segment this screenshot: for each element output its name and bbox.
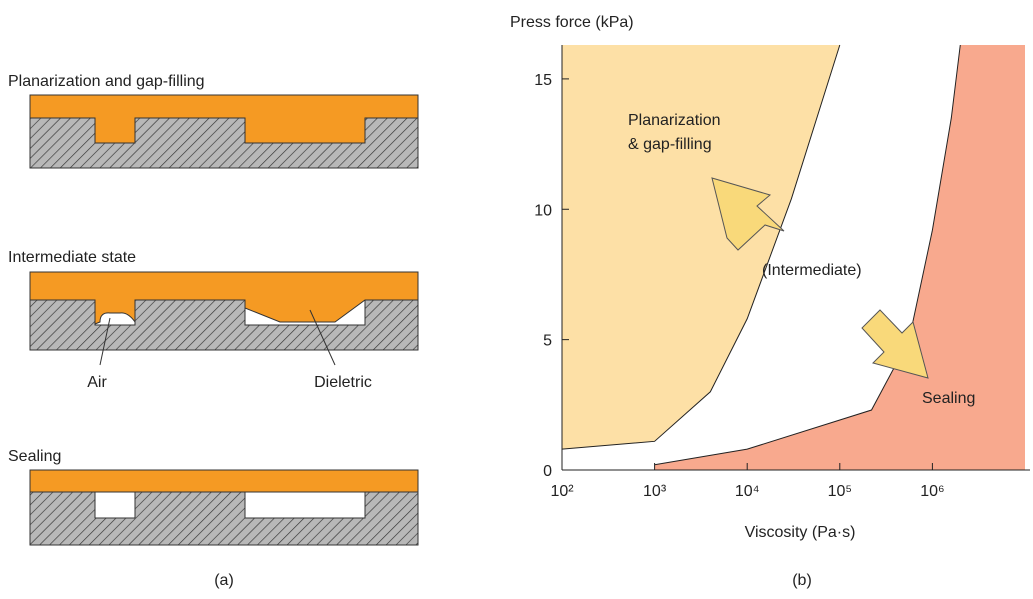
state-title: Intermediate state bbox=[8, 249, 136, 266]
y-tick-label: 0 bbox=[543, 463, 552, 480]
caption: (b) bbox=[792, 572, 812, 589]
x-tick-label: 10⁴ bbox=[735, 483, 760, 500]
caption: (a) bbox=[214, 572, 234, 589]
region-label: Sealing bbox=[922, 390, 975, 407]
state-title: Planarization and gap-filling bbox=[8, 73, 205, 90]
state-title: Sealing bbox=[8, 448, 61, 465]
label-dielectric: Dieletric bbox=[314, 374, 372, 391]
plot: 0 5 10 15 10² 10³ 10⁴ 10⁵ 10⁶ Planarization & gap-… bbox=[534, 45, 1030, 500]
region-label: Planarization bbox=[628, 112, 721, 129]
region-label: & gap-filling bbox=[628, 136, 712, 153]
region-fill bbox=[562, 45, 840, 449]
label-air: Air bbox=[87, 374, 107, 391]
diagram-planarization bbox=[30, 95, 418, 168]
y-axis-label: Press force (kPa) bbox=[510, 14, 634, 31]
x-tick-label: 10² bbox=[550, 483, 574, 500]
diagram-intermediate bbox=[30, 272, 418, 365]
annotation: (Intermediate) bbox=[762, 262, 862, 279]
figure: Planarization and gap-filling Intermedia… bbox=[0, 0, 1033, 594]
y-tick-label: 15 bbox=[534, 72, 552, 89]
x-tick-label: 10⁶ bbox=[920, 483, 944, 500]
x-axis-label: Viscosity (Pa·s) bbox=[745, 524, 856, 541]
diagram-sealing bbox=[30, 470, 418, 545]
x-tick-label: 10³ bbox=[643, 483, 667, 500]
x-tick-label: 10⁵ bbox=[828, 483, 852, 500]
y-tick-label: 10 bbox=[534, 202, 552, 219]
y-tick-label: 5 bbox=[543, 333, 552, 350]
